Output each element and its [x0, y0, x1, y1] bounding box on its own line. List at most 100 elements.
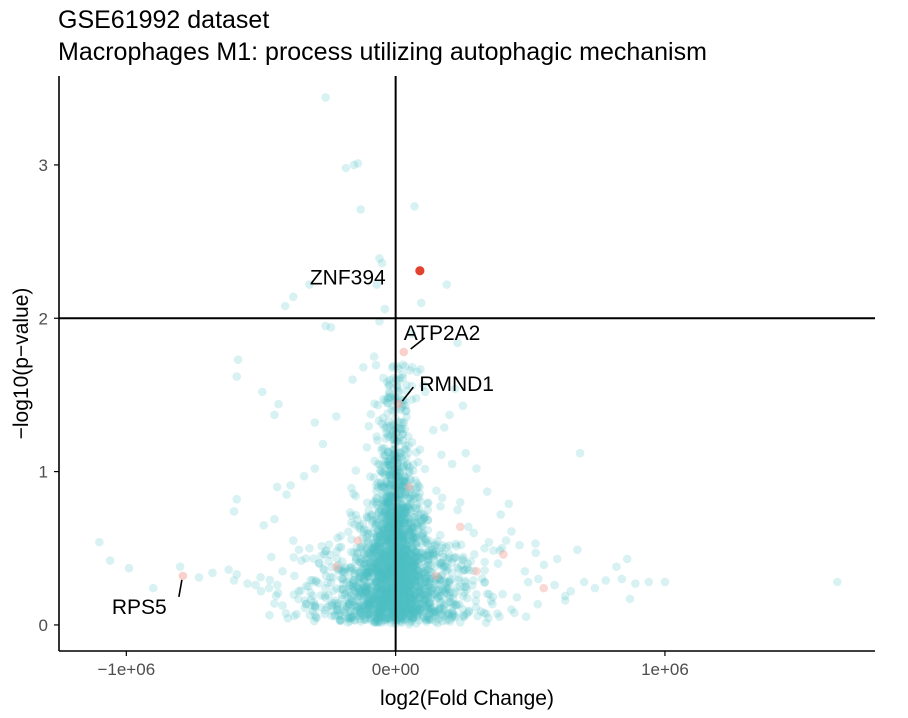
data-point — [412, 479, 422, 488]
data-point — [415, 599, 424, 609]
data-point — [372, 600, 381, 609]
data-point — [373, 494, 382, 503]
data-point — [384, 536, 393, 545]
data-point — [438, 604, 447, 614]
data-point — [317, 541, 327, 551]
data-point — [418, 599, 428, 608]
data-point — [387, 579, 397, 588]
data-point — [400, 536, 409, 545]
data-point — [381, 396, 390, 405]
data-point — [375, 529, 385, 538]
data-point — [414, 566, 424, 575]
data-point — [411, 605, 420, 614]
data-point — [336, 542, 346, 552]
data-point — [423, 605, 433, 614]
data-point — [382, 559, 392, 569]
data-point — [395, 522, 404, 532]
data-point — [412, 520, 422, 529]
data-point — [350, 568, 360, 578]
data-point — [347, 518, 356, 527]
data-point — [373, 602, 382, 612]
data-point — [405, 580, 414, 589]
data-point — [377, 258, 387, 268]
data-point — [376, 578, 386, 587]
data-point — [459, 552, 468, 562]
data-point — [374, 531, 384, 541]
data-point — [388, 553, 397, 563]
data-point — [406, 565, 415, 574]
data-point — [417, 607, 426, 617]
data-point — [398, 429, 408, 439]
data-point — [382, 428, 391, 438]
data-point — [399, 462, 409, 471]
data-point — [399, 564, 408, 574]
data-point — [370, 593, 379, 603]
data-point — [415, 552, 425, 562]
data-point — [431, 575, 440, 584]
data-point — [442, 577, 451, 587]
data-point — [406, 586, 415, 596]
data-point — [396, 591, 405, 600]
data-point — [310, 600, 320, 610]
data-point — [373, 617, 383, 627]
data-point — [371, 520, 380, 530]
data-point — [382, 609, 391, 618]
data-point — [350, 570, 360, 579]
data-point — [365, 595, 375, 604]
data-point — [481, 618, 491, 627]
data-point — [342, 578, 352, 587]
data-point — [399, 531, 409, 540]
data-point — [402, 580, 411, 589]
data-point — [256, 573, 265, 582]
data-point — [270, 599, 279, 608]
data-point — [410, 589, 420, 599]
data-point — [406, 484, 415, 494]
data-point — [400, 561, 409, 570]
data-point — [386, 523, 396, 532]
data-point — [458, 591, 468, 601]
data-point — [376, 549, 386, 558]
data-point — [400, 509, 410, 519]
data-point — [380, 528, 390, 538]
data-point — [371, 583, 381, 592]
data-point — [422, 606, 432, 616]
data-point — [380, 615, 389, 625]
data-point — [444, 549, 454, 558]
data-point — [349, 582, 358, 592]
y-tick-label: 1 — [39, 463, 48, 482]
data-point — [339, 607, 349, 616]
data-point — [398, 544, 408, 553]
data-point — [382, 534, 391, 544]
data-point — [408, 587, 417, 596]
data-point — [436, 502, 445, 511]
data-point — [404, 514, 413, 524]
data-point — [297, 556, 306, 565]
data-point — [378, 460, 388, 469]
data-point — [431, 547, 441, 556]
data-point — [378, 556, 387, 565]
data-point — [400, 562, 410, 572]
data-point — [398, 552, 408, 561]
data-point — [375, 610, 384, 619]
data-point — [374, 603, 383, 612]
data-point — [429, 607, 438, 616]
data-point — [420, 595, 429, 605]
data-point — [395, 573, 405, 583]
data-point — [405, 605, 415, 614]
data-point — [370, 552, 379, 561]
data-point — [407, 544, 417, 553]
data-point — [371, 602, 380, 612]
data-point — [407, 604, 416, 614]
data-point — [351, 466, 361, 475]
data-point — [397, 565, 407, 575]
data-point — [394, 612, 404, 621]
data-point — [452, 542, 461, 551]
data-point — [385, 497, 394, 507]
data-point-faded — [499, 550, 508, 559]
data-point — [436, 591, 446, 600]
data-point — [410, 591, 420, 601]
data-point — [310, 418, 320, 427]
data-point — [414, 587, 423, 596]
data-point — [428, 607, 438, 617]
